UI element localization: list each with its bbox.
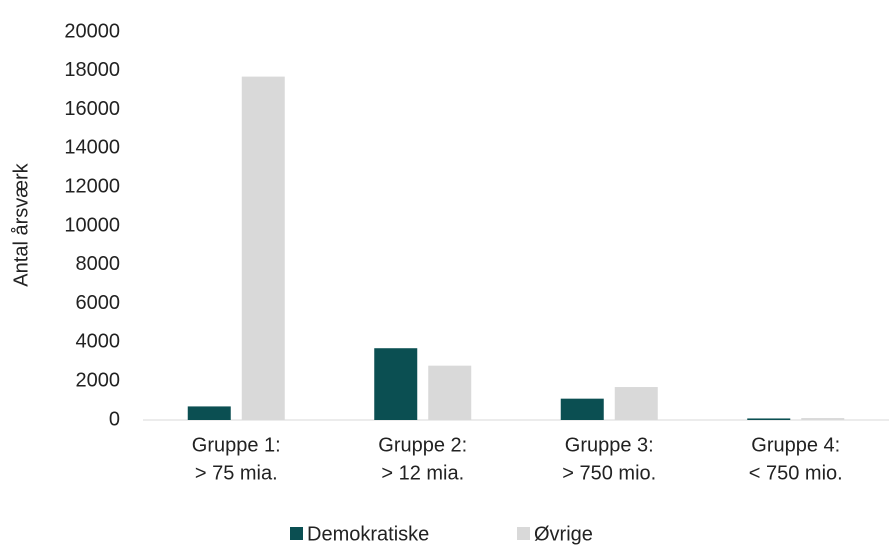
x-tick-label: > 75 mia.	[195, 462, 278, 484]
legend-swatch	[290, 527, 303, 540]
y-tick-label: 0	[109, 408, 120, 430]
x-tick-label: < 750 mio.	[749, 462, 843, 484]
y-tick-label: 2000	[76, 369, 121, 391]
y-tick-label: 8000	[76, 253, 121, 275]
legend-swatch	[517, 527, 530, 540]
legend-label: Demokratiske	[307, 523, 429, 545]
bar	[241, 76, 285, 421]
y-tick-label: 10000	[64, 214, 120, 236]
bar	[187, 406, 231, 420]
y-tick-label: 14000	[64, 137, 120, 159]
y-tick-label: 16000	[64, 98, 120, 120]
bar	[428, 365, 472, 420]
y-tick-label: 12000	[64, 175, 120, 197]
x-tick-label: > 750 mio.	[562, 462, 656, 484]
legend-label: Øvrige	[534, 523, 593, 545]
bar	[374, 348, 418, 420]
bar	[614, 387, 658, 420]
x-tick-label: Gruppe 3:	[565, 434, 654, 456]
bar	[747, 418, 791, 420]
bar	[560, 398, 604, 420]
y-tick-label: 20000	[64, 20, 120, 42]
y-axis-title: Antal årsværk	[10, 162, 32, 286]
bar	[801, 418, 845, 420]
y-tick-label: 4000	[76, 331, 121, 353]
y-tick-label: 6000	[76, 292, 121, 314]
x-tick-label: Gruppe 2:	[378, 434, 467, 456]
x-tick-label: > 12 mia.	[381, 462, 464, 484]
y-tick-label: 18000	[64, 59, 120, 81]
x-tick-label: Gruppe 1:	[192, 434, 281, 456]
x-tick-label: Gruppe 4:	[751, 434, 840, 456]
